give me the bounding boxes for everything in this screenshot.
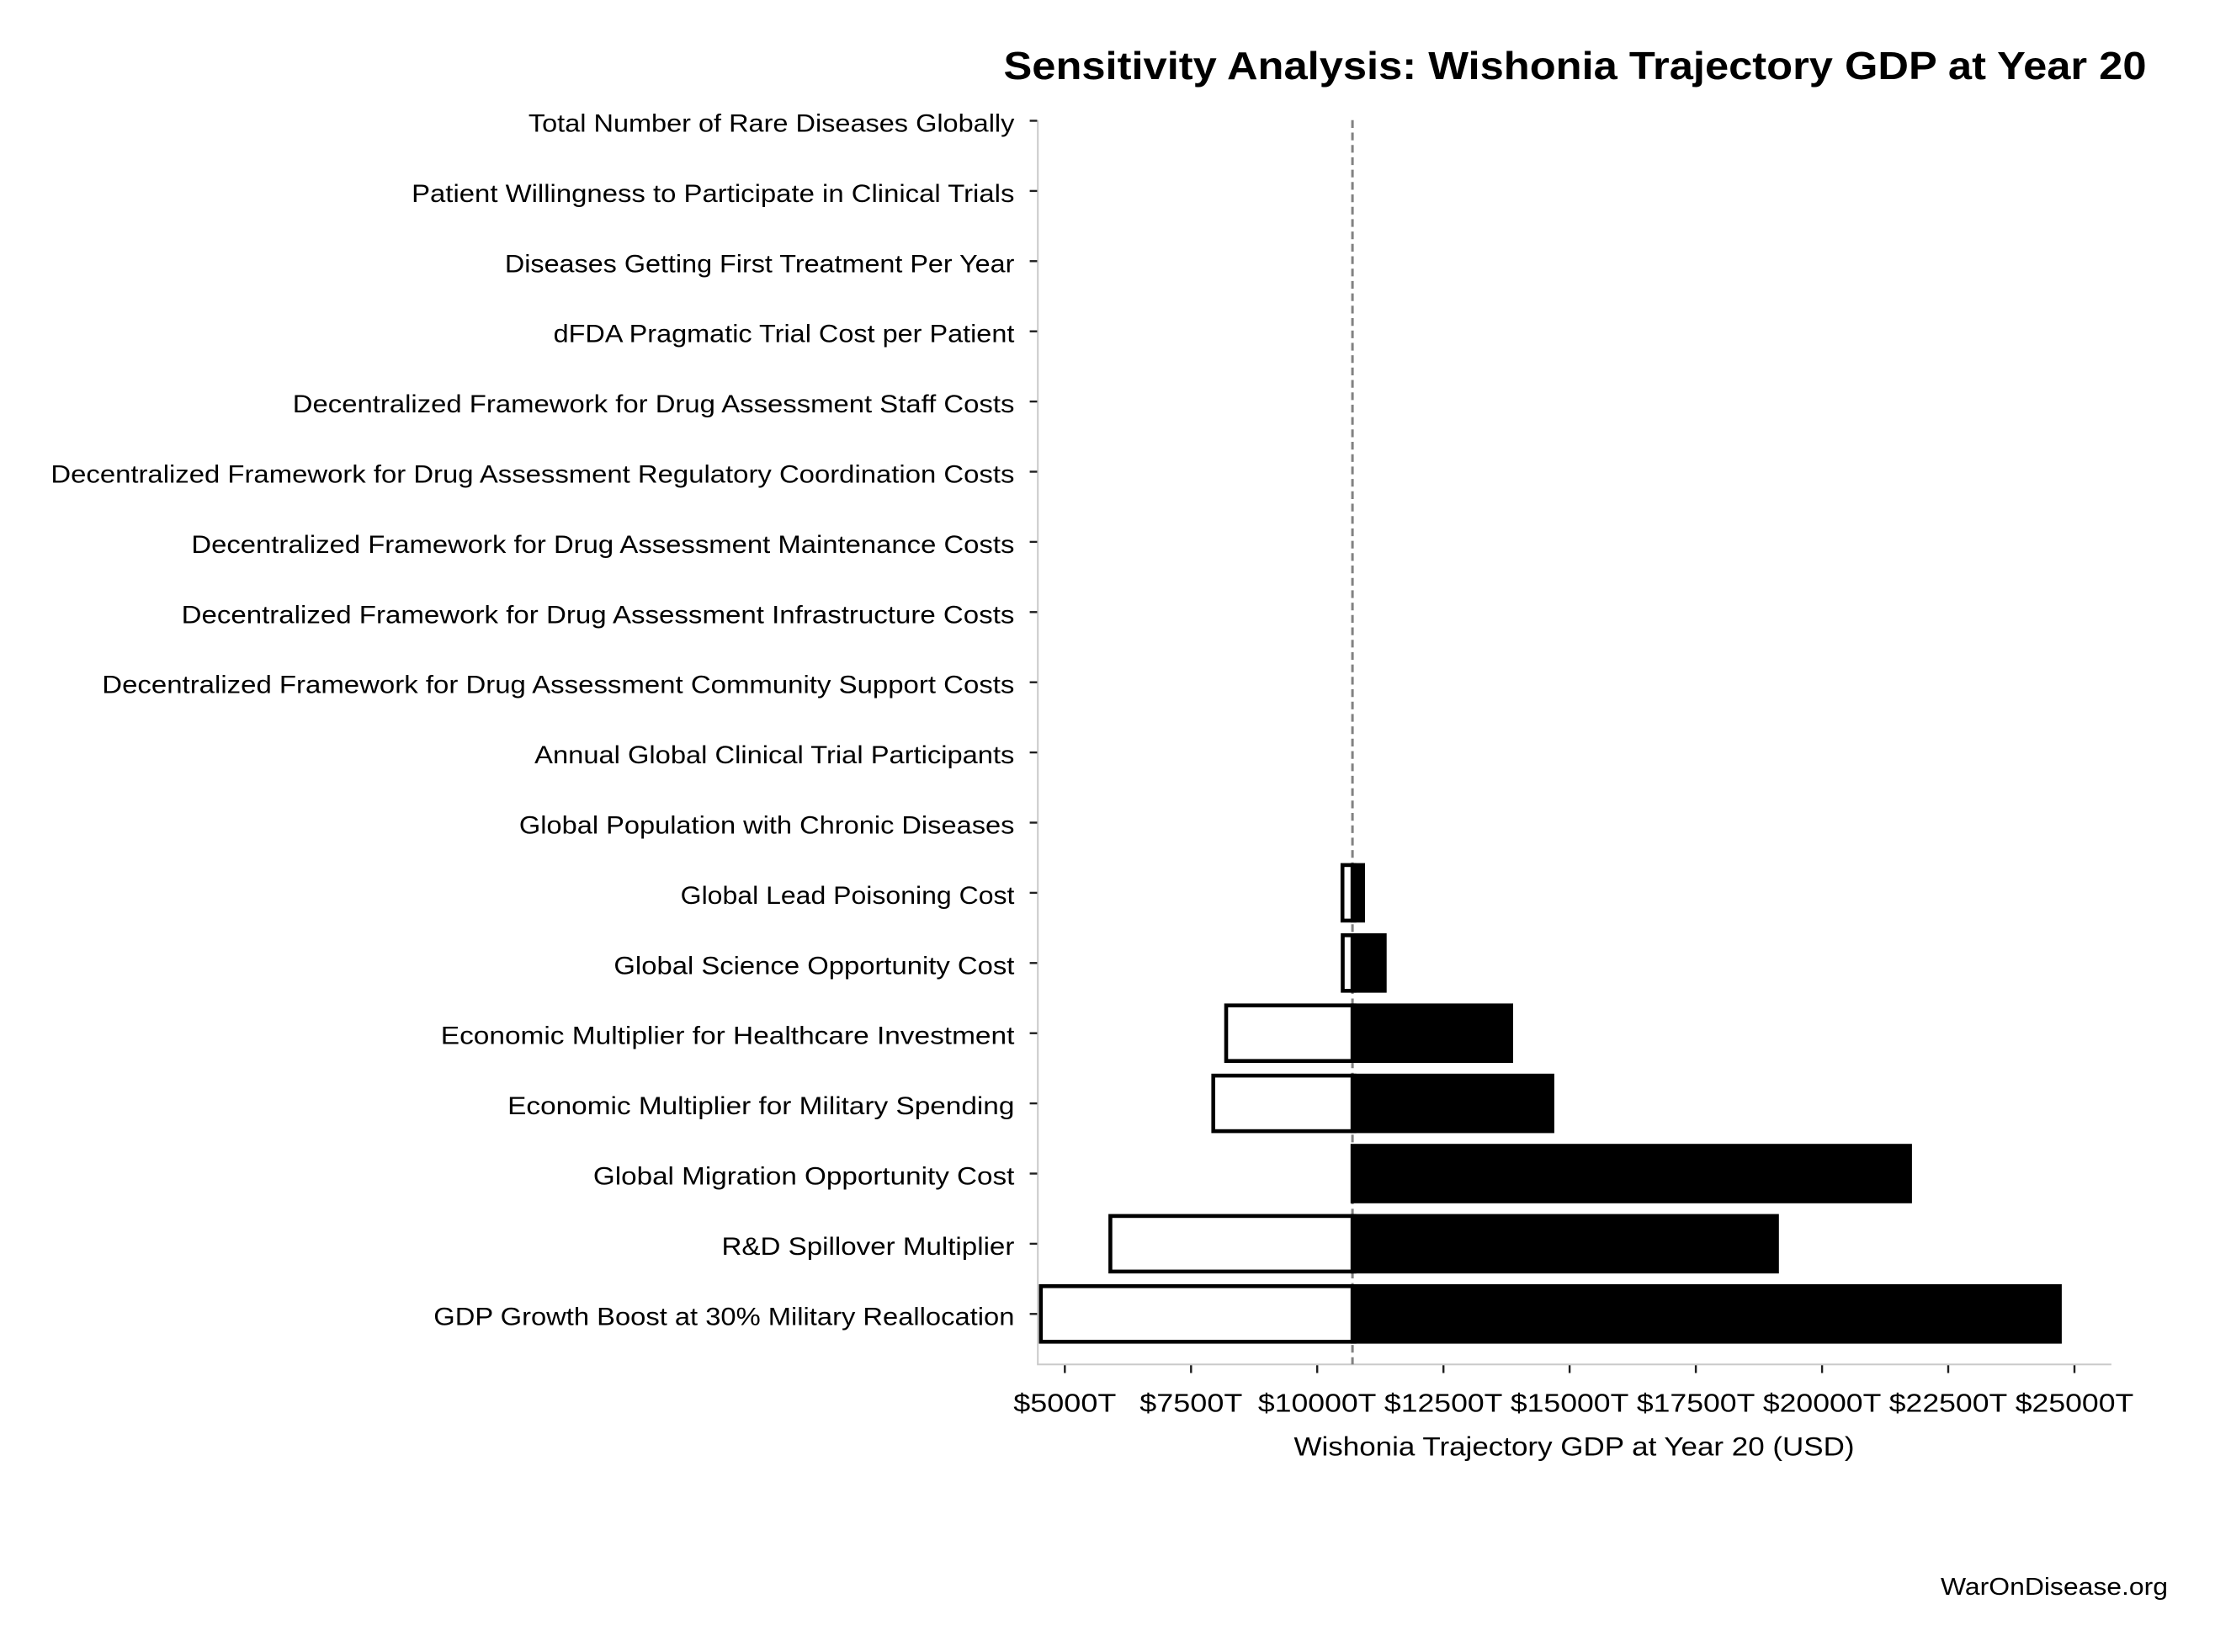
svg-text:Diseases Getting First Treatme: Diseases Getting First Treatment Per Yea…	[505, 250, 1015, 278]
svg-text:$10000T: $10000T	[1258, 1388, 1377, 1417]
svg-text:Global Population with Chronic: Global Population with Chronic Diseases	[519, 812, 1015, 840]
svg-text:$22500T: $22500T	[1889, 1388, 2008, 1417]
svg-text:Global Lead Poisoning Cost: Global Lead Poisoning Cost	[681, 882, 1015, 910]
svg-text:Global Migration Opportunity C: Global Migration Opportunity Cost	[593, 1163, 1015, 1191]
svg-text:WarOnDisease.org: WarOnDisease.org	[1941, 1574, 2168, 1601]
svg-text:Wishonia Trajectory GDP at Yea: Wishonia Trajectory GDP at Year 20 (USD)	[1294, 1432, 1855, 1462]
svg-text:$20000T: $20000T	[1763, 1388, 1882, 1417]
svg-text:dFDA Pragmatic Trial Cost per: dFDA Pragmatic Trial Cost per Patient	[554, 321, 1015, 348]
svg-text:Decentralized Framework for Dr: Decentralized Framework for Drug Assessm…	[191, 531, 1014, 559]
svg-text:R&D Spillover Multiplier: R&D Spillover Multiplier	[722, 1233, 1015, 1261]
svg-text:$5000T: $5000T	[1013, 1388, 1116, 1417]
svg-text:Decentralized Framework for Dr: Decentralized Framework for Drug Assessm…	[50, 461, 1014, 489]
svg-text:GDP Growth Boost at 30% Milita: GDP Growth Boost at 30% Military Realloc…	[433, 1303, 1014, 1331]
svg-text:$12500T: $12500T	[1384, 1388, 1503, 1417]
svg-text:Annual Global Clinical Trial P: Annual Global Clinical Trial Participant…	[534, 741, 1014, 769]
svg-text:Sensitivity Analysis: Wishonia: Sensitivity Analysis: Wishonia Trajector…	[1004, 44, 2147, 88]
svg-text:Economic Multiplier for Milita: Economic Multiplier for Military Spendin…	[507, 1092, 1014, 1120]
svg-text:$25000T: $25000T	[2016, 1388, 2134, 1417]
svg-text:$7500T: $7500T	[1139, 1388, 1242, 1417]
svg-text:Decentralized Framework for Dr: Decentralized Framework for Drug Assessm…	[102, 672, 1014, 699]
svg-text:Economic Multiplier for Health: Economic Multiplier for Healthcare Inves…	[441, 1023, 1015, 1050]
svg-text:Decentralized Framework for Dr: Decentralized Framework for Drug Assessm…	[182, 601, 1015, 629]
svg-text:Patient Willingness to Partici: Patient Willingness to Participate in Cl…	[412, 180, 1014, 208]
svg-text:Total Number of Rare Diseases: Total Number of Rare Diseases Globally	[529, 110, 1015, 138]
svg-text:$15000T: $15000T	[1511, 1388, 1629, 1417]
svg-text:$17500T: $17500T	[1637, 1388, 1756, 1417]
svg-text:Global Science Opportunity Cos: Global Science Opportunity Cost	[614, 952, 1014, 980]
svg-text:Decentralized Framework for Dr: Decentralized Framework for Drug Assessm…	[293, 390, 1015, 418]
